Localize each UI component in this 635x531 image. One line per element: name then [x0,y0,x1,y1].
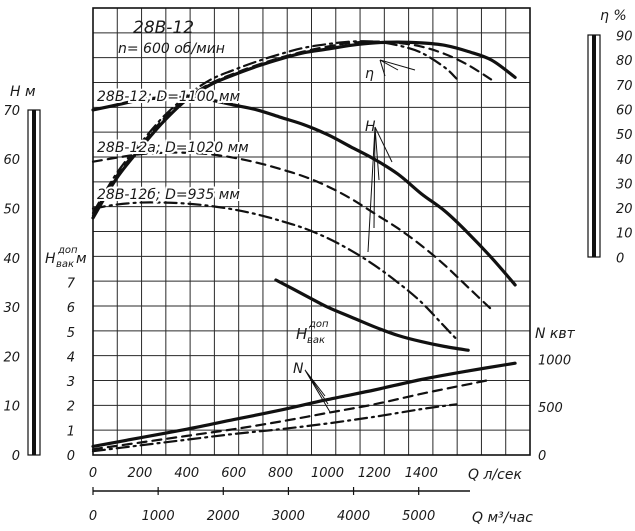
eta-tick-label: 30 [616,177,633,192]
svg-text:H: H [45,251,56,267]
x2-tick-label: 3000 [272,509,305,524]
x-axis-label: Q л/сек [468,467,522,483]
x-tick-label: 0 [89,466,97,481]
n-axis-label: N квт [535,326,576,342]
h-tick-label: 60 [3,153,20,168]
h-tick-label: 40 [3,252,20,267]
x-tick-label: 400 [174,466,199,481]
hvac-axis-label: H доп вак м [45,245,87,270]
x2-tick-label: 0 [89,509,97,524]
leader-lines [304,59,416,413]
eta-tick-label: 90 [616,29,633,44]
x-tick-label: 1000 [311,466,344,481]
eta-scale-bar [587,34,601,258]
h-annotation: H [365,119,376,135]
curve-h-solid-0 [91,95,517,287]
x2-tick-label: 4000 [337,509,370,524]
series-layer [91,40,517,453]
svg-text:доп: доп [57,245,78,256]
eta-annotation: η [365,66,374,82]
hvac-tick-label: 2 [67,400,75,415]
curve-n-dashdot-8 [91,403,458,453]
svg-text:вак: вак [56,259,74,270]
x2-tick-label: 2000 [207,509,240,524]
curve-h-dash-1 [91,151,493,311]
n-annotation: N [293,361,304,377]
eta-tick-label: 80 [616,54,633,69]
n-tick-label: 500 [538,401,563,416]
h-tick-label: 20 [3,350,20,365]
curve-hvac-solid-9 [274,278,470,352]
hvac-tick-label: 5 [67,326,75,341]
h-tick-label: 0 [12,449,20,464]
x-tick-label: 1400 [405,466,438,481]
hvac-tick-label: 1 [67,424,75,439]
curve-h-dashdot-2 [91,201,458,341]
curve-eta-solid-3 [91,40,517,220]
h-tick-label: 10 [3,400,20,415]
hvac-tick-label: 7 [67,276,76,291]
hvac-tick-label: 4 [67,350,75,365]
svg-text:вак: вак [307,335,325,346]
x-tick-label: 800 [268,466,293,481]
x2-axis-label: Q м³/час [472,510,533,526]
series-label-1020: 28В-12а; D=1020 мм [97,140,249,156]
hvac-tick-label: 3 [67,375,75,390]
hvac-tick-label: 0 [67,449,75,464]
chart-subtitle: n= 600 об/мин [118,41,225,57]
x-tick-label: 600 [221,466,246,481]
eta-axis-label: η % [600,8,627,24]
h-tick-label: 50 [3,203,20,218]
plot-frame [92,7,531,456]
x2-tick-label: 5000 [402,509,435,524]
eta-tick-label: 0 [616,251,624,266]
eta-tick-label: 20 [616,202,633,217]
x2-tick-label: 1000 [142,509,175,524]
curve-n-solid-6 [91,361,517,448]
eta-tick-label: 50 [616,128,633,143]
series-label-1100: 28В-12; D=1100 мм [97,89,241,105]
h-tick-label: 30 [3,301,20,316]
curve-n-dash-7 [91,378,493,451]
hvac-curve-annotation: H доп вак [296,319,329,346]
eta-tick-label: 10 [616,227,633,242]
h-scale-bar [27,109,41,456]
h-axis-label: H м [10,84,36,100]
h-tick-label: 70 [3,104,20,119]
chart-title: 28В-12 [133,18,194,38]
hvac-tick-label: 6 [67,301,75,316]
curve-eta-dash-4 [91,40,493,217]
svg-text:доп: доп [308,319,329,330]
n-tick-label: 1000 [538,353,571,368]
svg-text:м: м [76,251,87,267]
eta-tick-label: 60 [616,103,633,118]
series-label-935: 28В-12б; D=935 мм [97,187,240,203]
x-tick-label: 1200 [358,466,391,481]
x-tick-label: 200 [127,466,152,481]
eta-tick-label: 40 [616,153,633,168]
n-tick-label: 0 [538,449,546,464]
eta-tick-label: 70 [616,79,633,94]
svg-text:H: H [296,325,307,343]
